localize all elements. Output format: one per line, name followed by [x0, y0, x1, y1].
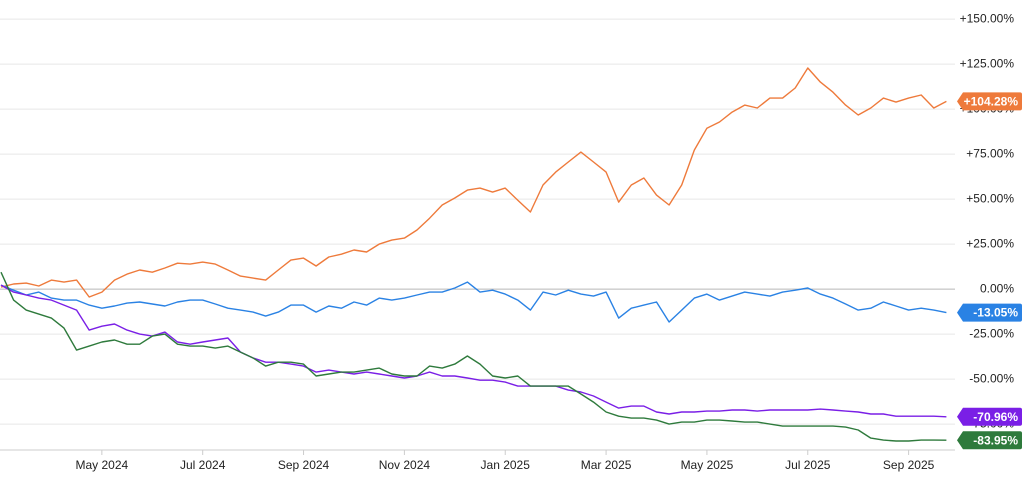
end-badge: -70.96%: [957, 407, 1022, 426]
y-tick-label: +150.00%: [960, 11, 1015, 25]
badge-shape: [957, 431, 1022, 450]
y-tick-label: +25.00%: [966, 236, 1014, 250]
badge-label: -70.96%: [973, 410, 1018, 424]
badge-shape: [957, 303, 1022, 322]
x-tick-label: Jan 2025: [481, 458, 531, 472]
badge-label: +104.28%: [964, 95, 1019, 109]
y-tick-label: 0.00%: [980, 281, 1014, 295]
series-line: [0, 281, 947, 323]
series-line: [0, 67, 947, 298]
badge-shape: [957, 407, 1022, 426]
x-tick-label: Jul 2024: [180, 458, 226, 472]
y-tick-label: +75.00%: [966, 146, 1014, 160]
x-tick-label: May 2025: [681, 458, 734, 472]
y-tick-label: -25.00%: [969, 326, 1014, 340]
x-tick-label: Sep 2024: [278, 458, 330, 472]
badge-shape: [957, 92, 1022, 111]
x-tick-label: Sep 2025: [883, 458, 935, 472]
y-tick-label: +50.00%: [966, 191, 1014, 205]
end-badge: -83.95%: [957, 431, 1022, 450]
y-tick-label: +125.00%: [960, 56, 1015, 70]
badge-label: -13.05%: [973, 306, 1018, 320]
x-tick-label: Mar 2025: [581, 458, 632, 472]
series-line: [0, 271, 947, 442]
x-tick-label: Nov 2024: [379, 458, 431, 472]
x-tick-label: Jul 2025: [785, 458, 831, 472]
badge-label: -83.95%: [973, 433, 1018, 447]
end-badge: -13.05%: [957, 303, 1022, 322]
x-tick-label: May 2024: [76, 458, 129, 472]
series-line: [0, 284, 947, 418]
end-badge: +104.28%: [957, 92, 1022, 111]
y-tick-label: -50.00%: [969, 371, 1014, 385]
